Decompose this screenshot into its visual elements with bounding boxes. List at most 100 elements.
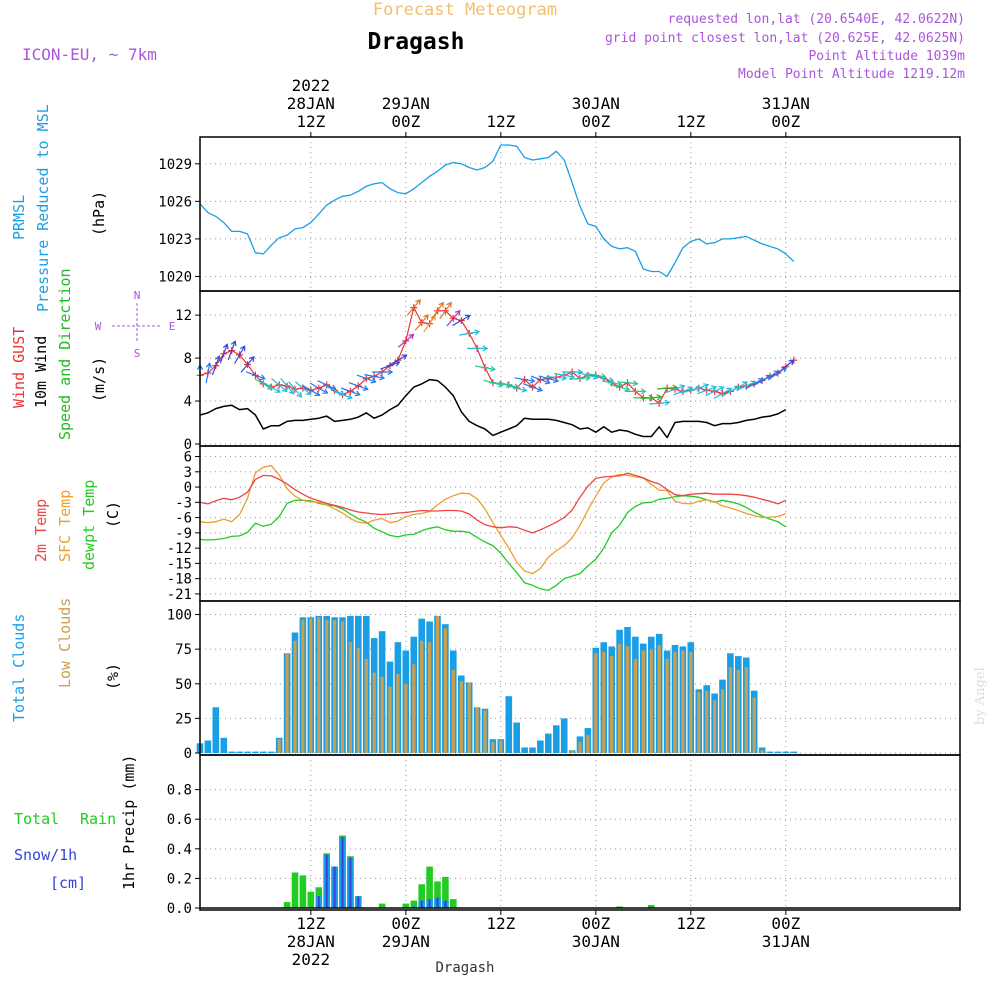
temp-label-dewpt: dewpt Temp [80,480,98,570]
low-cloud-bar [309,618,313,753]
low-cloud-bar [301,620,305,753]
bottom-time-label: 2022 [292,950,331,969]
wind-arrow-head [464,314,471,321]
wind-arrow-shaft [522,383,543,392]
total-cloud-bar [212,707,220,753]
low-cloud-bar [705,690,709,753]
rain-bar [434,881,441,908]
rain-bar [291,872,299,908]
wind-arrow-shaft [729,381,748,393]
wind-arrow-shaft [697,386,717,395]
wind-arrow-shaft [280,377,294,395]
wind-arrow-head [249,356,255,362]
cloud-label-total: Total Clouds [10,614,28,722]
total-cloud-bar [505,696,513,753]
low-cloud-bar [396,674,400,753]
wind-arrow-shaft [317,380,336,390]
wind-arrow-shaft [761,370,779,382]
wind-arrow-head [322,388,329,394]
wind-arrow-head [513,383,520,390]
low-cloud-bar [625,646,630,753]
low-cloud-bar [317,617,321,753]
wind-arrow-head [553,377,560,384]
low-cloud-bar [649,649,653,753]
temp-label-2m: 2m Temp [32,499,50,562]
low-cloud-bar [293,640,297,753]
ytick-label: 0 [184,746,192,762]
wind-arrow-shaft [713,387,732,400]
snow-bar-core [357,896,360,908]
ytick-label: 12 [175,308,192,324]
ytick-label: 0 [184,480,192,496]
wind-arrow-head [529,377,536,384]
snow-bar-core [420,900,423,908]
wind-arrow-head [370,377,377,384]
precip-label-unit: 1hr Precip (mm) [120,755,138,890]
wind-arrow-shaft [546,375,567,379]
wind-arrow-shaft [294,381,311,396]
footer-location: Dragash [435,960,494,976]
top-time-label: 30JAN [572,94,620,113]
wind-arrow-shaft [234,345,246,364]
low-cloud-bar [404,683,408,753]
top-time-label: 12Z [296,112,325,131]
bottom-time-label: 12Z [296,914,325,933]
top-time-label: 28JAN [287,94,335,113]
ytick-label: 0.4 [167,842,192,858]
temp-2m-line [199,472,787,534]
wind-arrow-head [544,378,551,385]
wind-arrow-shaft [593,375,614,382]
ytick-label: -6 [175,511,192,527]
low-cloud-bar [689,651,693,753]
bottom-time-label: 00Z [391,914,420,933]
low-cloud-bar [325,620,329,753]
wind-arrow-shaft [777,359,794,374]
panel-frame [199,754,961,911]
wind-arrow-head [482,345,489,352]
low-cloud-bar [673,651,677,753]
wind-arrow-shaft [459,331,480,336]
low-cloud-bar [491,741,495,753]
top-time-label: 12Z [486,112,515,131]
wind-arrow-head [561,374,568,382]
wind-arrow-shaft [657,386,678,390]
total-cloud-bar [236,751,243,753]
ytick-label: 0.0 [167,901,192,917]
wind-arrow-shaft [211,355,220,376]
snow-bar-core [333,866,336,908]
low-cloud-bar [435,615,440,753]
wind-arrow-head [274,387,281,393]
wind-arrow-head [781,366,788,373]
wind-arrow-head [788,359,795,366]
credit-watermark: by Angel [973,667,988,725]
low-cloud-bar [610,656,614,753]
rain-bar [450,899,457,908]
top-time-label: 00Z [771,112,800,131]
wind-arrow-head [379,374,386,381]
total-cloud-bar [244,751,251,753]
total-cloud-bar [774,751,782,753]
total-cloud-bar [766,751,774,753]
low-cloud-bar [570,750,574,753]
wind-arrow-head [230,340,237,347]
cloud-labels: Total Clouds Low Clouds (%) [10,598,122,722]
total-cloud-bar [268,751,275,753]
wind-arrow-head [577,368,584,376]
wind-arrow-head [415,298,421,305]
low-cloud-bar [483,710,487,753]
wind-arrow-shaft [414,314,429,331]
total-cloud-bar [553,725,560,753]
cloud-label-low: Low Clouds [56,598,74,688]
ytick-label: 1020 [158,269,192,285]
ytick-label: 4 [184,394,192,410]
wind-arrow-shaft [554,372,575,378]
wind-arrow-shaft [530,375,551,384]
wind-label-gust: Wind GUST [10,327,28,408]
wind-arrow-head [362,385,369,391]
wind-arrow-shaft [254,378,273,390]
wind-arrow-head [585,374,592,382]
bottom-time-label: 00Z [771,914,800,933]
low-cloud-bar [467,682,471,753]
low-cloud-bar [586,735,590,753]
wind-arrow-head [408,333,415,340]
